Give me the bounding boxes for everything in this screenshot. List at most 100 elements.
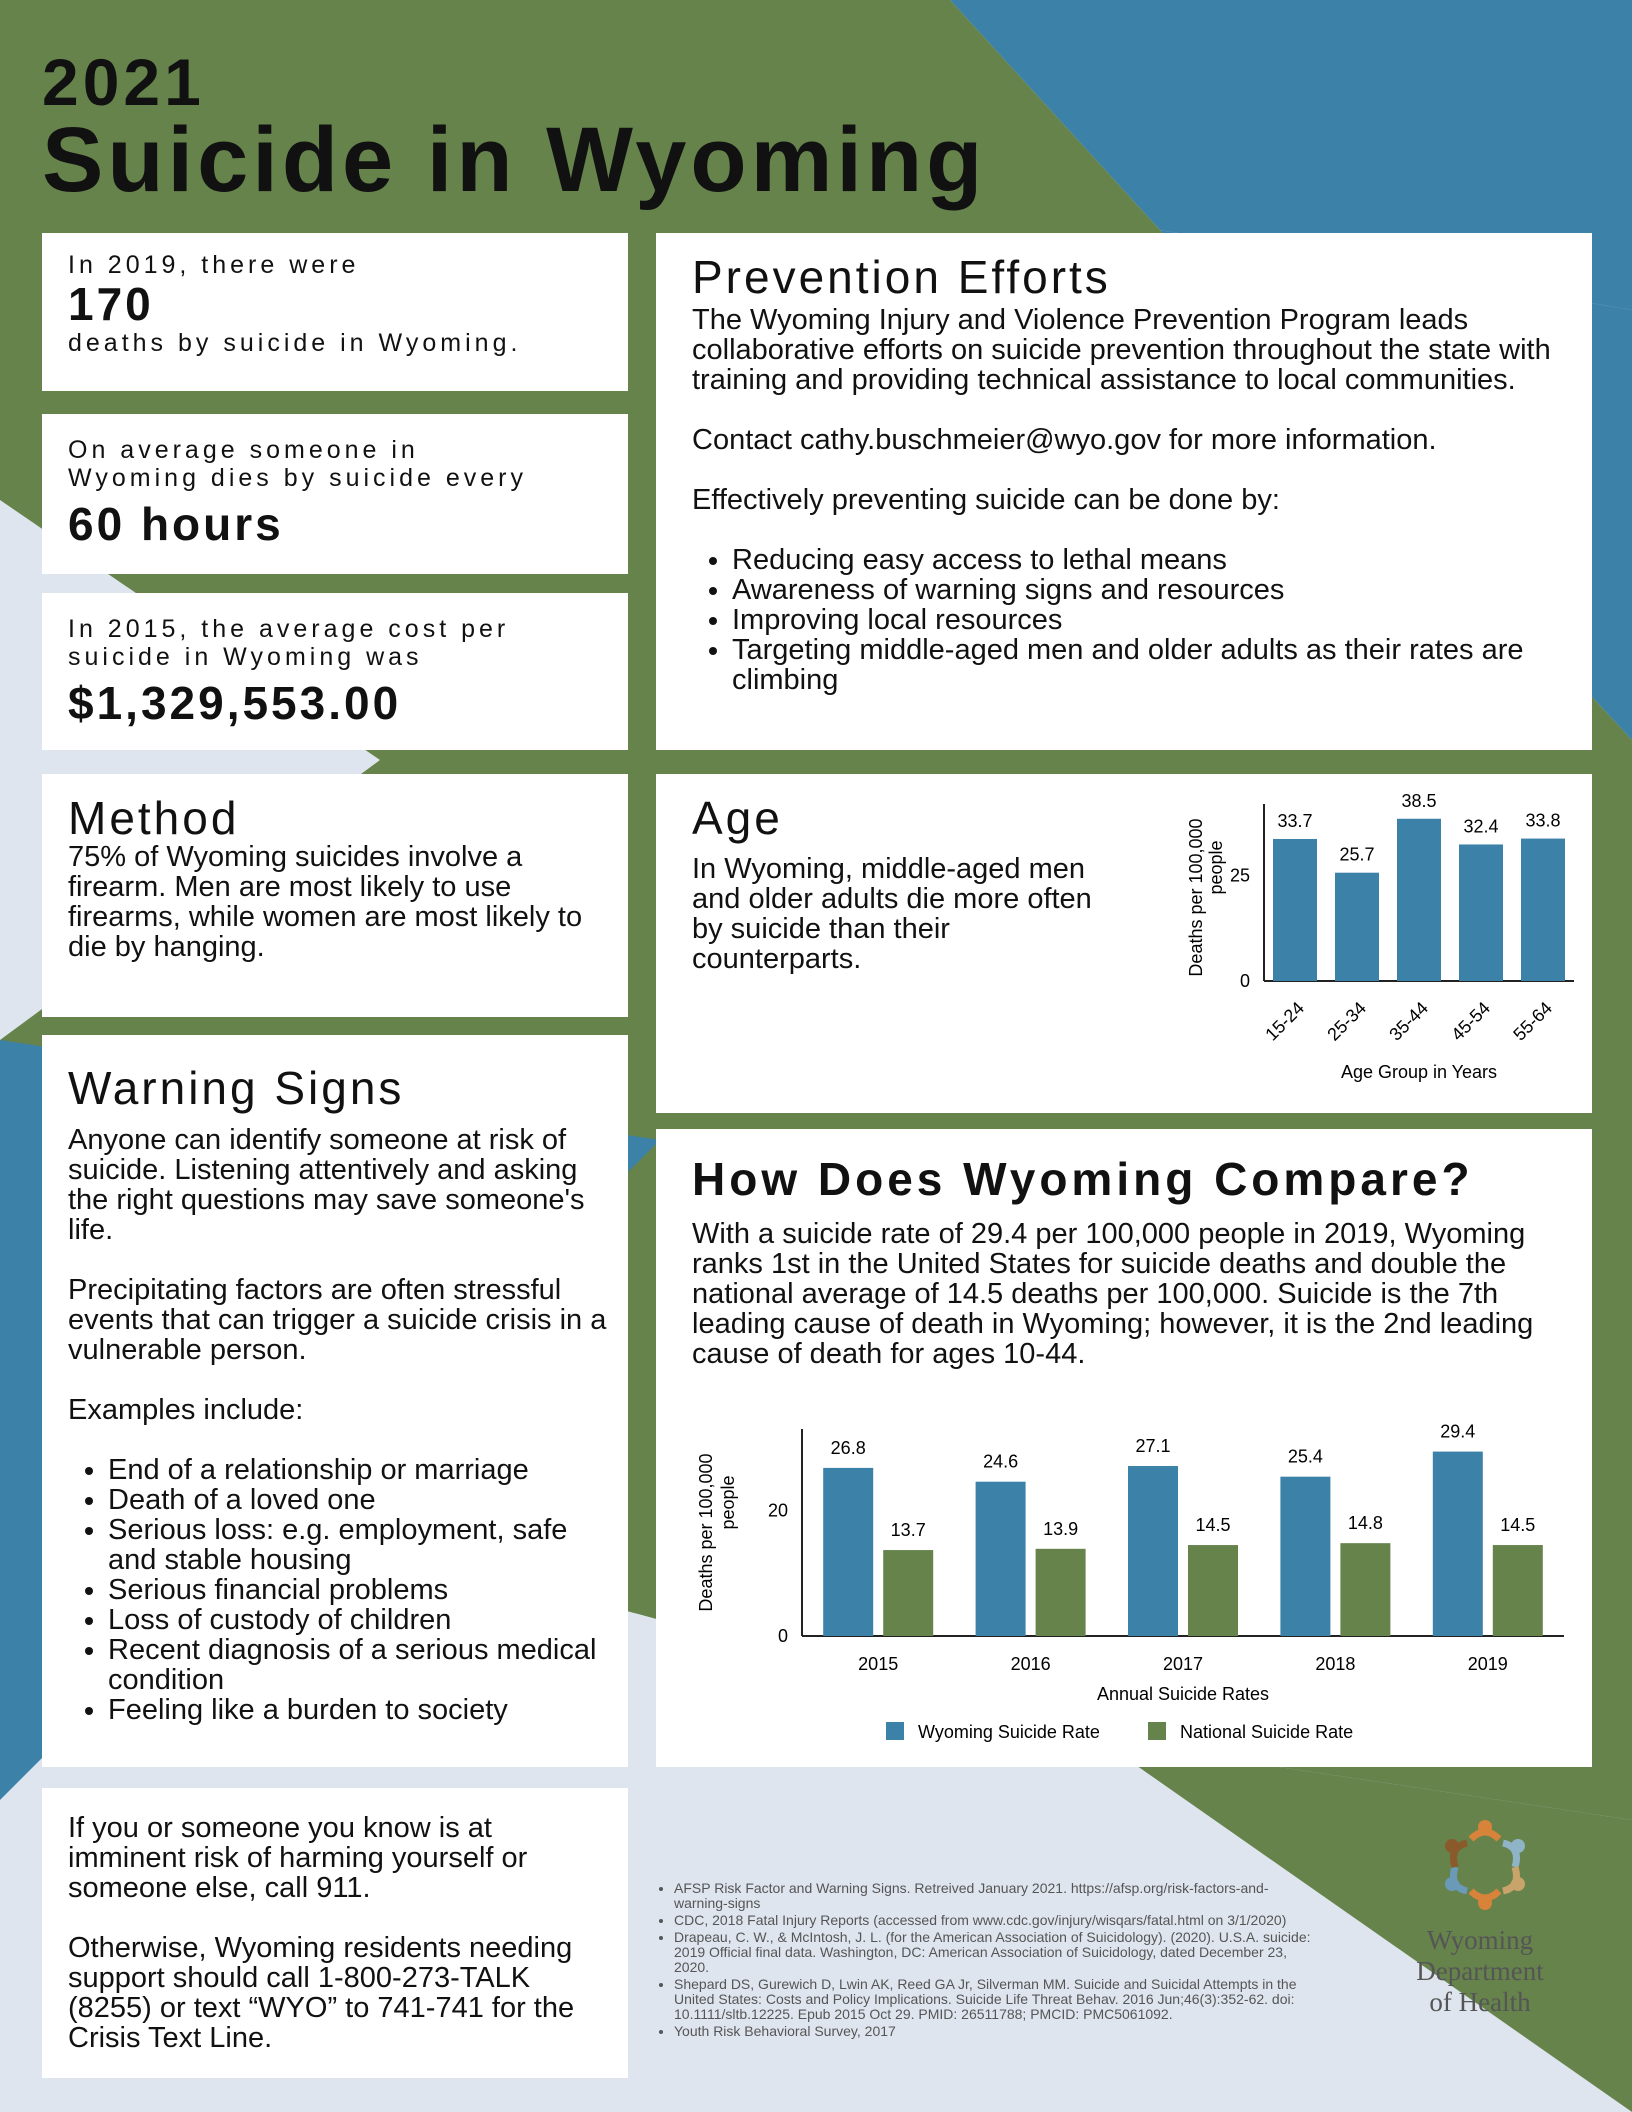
- data-label: 25.7: [1339, 845, 1374, 865]
- prevention-contact: Contact cathy.buschmeier@wyo.gov for mor…: [692, 424, 1437, 456]
- list-item: Loss of custody of children: [108, 1605, 608, 1635]
- bar-45-54: [1459, 844, 1503, 981]
- warning-lead: Examples include:: [68, 1394, 304, 1426]
- references-list: AFSP Risk Factor and Warning Signs. Retr…: [650, 1881, 1314, 2041]
- warning-card: Warning Signs Anyone can identify someon…: [42, 1035, 628, 1767]
- warning-p1: Anyone can identify someone at risk of s…: [68, 1124, 585, 1246]
- bar-55-64: [1521, 838, 1565, 981]
- reference-item: CDC, 2018 Fatal Injury Reports (accessed…: [674, 1913, 1314, 1928]
- prevention-card: Prevention Efforts The Wyoming Injury an…: [656, 233, 1592, 750]
- wdh-logo-icon: [1445, 1820, 1525, 1910]
- bar-2019-national: [1492, 1545, 1543, 1636]
- x-tick-label: 35-44: [1385, 998, 1432, 1045]
- list-item: Reducing easy access to lethal means: [732, 545, 1562, 575]
- stat-deaths-card: In 2019, there were 170 deaths by suicid…: [42, 233, 628, 391]
- legend-label: National Suicide Rate: [1180, 1722, 1353, 1742]
- stat-frequency-value: 60 hours: [68, 498, 284, 550]
- bar-15-24: [1273, 838, 1317, 981]
- age-chart: 0 25 33.7 15-24 25.7 25-34 38.5 35-44 32.4 45-54 3…: [1186, 791, 1574, 1082]
- bar-2017-wyoming: [1128, 1466, 1178, 1636]
- data-label: 27.1: [1135, 1436, 1170, 1456]
- prevention-list: Reducing easy access to lethal means Awa…: [692, 545, 1562, 695]
- list-item: Awareness of warning signs and resources: [732, 575, 1562, 605]
- bar-2016-wyoming: [975, 1481, 1026, 1636]
- stat-frequency-card: On average someone in Wyoming dies by su…: [42, 414, 628, 574]
- x-tick-label: 25-34: [1323, 998, 1370, 1045]
- stat-frequency-pre-2: Wyoming dies by suicide every: [68, 464, 527, 492]
- compare-chart: 0 20 26.8 13.7 2015 24.6 13.9 2016 27.1 14.5 2017 2…: [696, 1422, 1564, 1742]
- list-item: Improving local resources: [732, 605, 1562, 635]
- wdh-logo-text: Wyoming Department of Health: [1380, 1925, 1580, 2018]
- prevention-title: Prevention Efforts: [692, 251, 1111, 303]
- legend-swatch-national: [1148, 1722, 1166, 1740]
- y-tick-label: 0: [1240, 971, 1250, 991]
- legend-label: Wyoming Suicide Rate: [918, 1722, 1100, 1742]
- stat-cost-pre-2: suicide in Wyoming was: [68, 643, 423, 671]
- crisis-p1: If you or someone you know is at imminen…: [68, 1812, 528, 1904]
- data-label: 14.5: [1500, 1515, 1535, 1535]
- crisis-p2: Otherwise, Wyoming residents needing sup…: [68, 1932, 575, 2054]
- stat-frequency-pre-1: On average someone in: [68, 436, 419, 464]
- data-label: 24.6: [983, 1452, 1018, 1472]
- wdh-logo: Wyoming Department of Health: [1380, 1815, 1580, 2025]
- x-tick-label: 2016: [1011, 1654, 1051, 1674]
- x-tick-label: 55-64: [1509, 998, 1556, 1045]
- data-label: 14.8: [1348, 1513, 1383, 1533]
- y-axis-title-line-2: people: [1206, 840, 1226, 894]
- bar-2016-national: [1035, 1548, 1086, 1636]
- x-tick-label: 15-24: [1261, 998, 1308, 1045]
- compare-text: With a suicide rate of 29.4 per 100,000 …: [692, 1218, 1534, 1370]
- bar-35-44: [1397, 818, 1441, 981]
- x-tick-label: 2019: [1468, 1654, 1508, 1674]
- list-item: Recent diagnosis of a serious medical co…: [108, 1635, 608, 1695]
- reference-item: Drapeau, C. W., & McIntosh, J. L. (for t…: [674, 1930, 1314, 1975]
- x-tick-label: 2017: [1163, 1654, 1203, 1674]
- x-tick-label: 2018: [1315, 1654, 1355, 1674]
- list-item: End of a relationship or marriage: [108, 1455, 608, 1485]
- bar-2015-national: [883, 1550, 934, 1636]
- stat-deaths-value: 170: [68, 278, 154, 330]
- data-label: 13.7: [891, 1520, 926, 1540]
- stat-deaths-post: deaths by suicide in Wyoming.: [68, 329, 522, 357]
- y-axis-title-line-1: Deaths per 100,000: [696, 1453, 716, 1611]
- bar-2015-wyoming: [823, 1467, 874, 1636]
- data-label: 25.4: [1288, 1447, 1323, 1467]
- bar-25-34: [1335, 872, 1379, 981]
- crisis-card: If you or someone you know is at imminen…: [42, 1788, 628, 2078]
- method-text: 75% of Wyoming suicides involve a firear…: [68, 841, 583, 963]
- y-axis-title-line-1: Deaths per 100,000: [1186, 818, 1206, 976]
- method-title: Method: [68, 792, 240, 844]
- data-label: 32.4: [1463, 816, 1498, 836]
- reference-item: Shepard DS, Gurewich D, Lwin AK, Reed GA…: [674, 1977, 1314, 2022]
- logo-line-3: of Health: [1429, 1987, 1531, 2017]
- data-label: 33.8: [1525, 811, 1560, 831]
- stat-deaths-pre: In 2019, there were: [68, 251, 360, 279]
- bar-2017-national: [1188, 1545, 1238, 1636]
- x-tick-label: 45-54: [1447, 998, 1494, 1045]
- data-label: 14.5: [1195, 1515, 1230, 1535]
- list-item: Feeling like a burden to society: [108, 1695, 608, 1725]
- reference-item: Youth Risk Behavioral Survey, 2017: [674, 2024, 1314, 2039]
- stat-cost-value: $1,329,553.00: [68, 677, 402, 729]
- compare-card: How Does Wyoming Compare? With a suicide…: [656, 1129, 1592, 1767]
- warning-list: End of a relationship or marriage Death …: [68, 1455, 608, 1725]
- bar-2019-wyoming: [1432, 1451, 1483, 1636]
- x-axis-title: Annual Suicide Rates: [1097, 1684, 1269, 1704]
- age-title: Age: [692, 792, 783, 844]
- data-label: 13.9: [1043, 1519, 1078, 1539]
- y-tick-label: 25: [1230, 866, 1250, 886]
- data-label: 29.4: [1440, 1422, 1475, 1442]
- bar-2018-national: [1340, 1543, 1391, 1636]
- warning-title: Warning Signs: [68, 1062, 405, 1114]
- y-tick-label: 20: [768, 1501, 788, 1521]
- y-axis-title-line-2: people: [718, 1475, 738, 1529]
- y-tick-label: 0: [778, 1626, 788, 1646]
- age-card: Age In Wyoming, middle-aged men and olde…: [656, 774, 1592, 1113]
- title-year: 2021: [42, 45, 205, 119]
- list-item: Serious loss: e.g. employment, safe and …: [108, 1515, 608, 1575]
- list-item: Targeting middle-aged men and older adul…: [732, 635, 1562, 695]
- compare-title: How Does Wyoming Compare?: [692, 1153, 1474, 1205]
- x-axis-title: Age Group in Years: [1341, 1062, 1497, 1082]
- data-label: 33.7: [1277, 811, 1312, 831]
- data-label: 38.5: [1401, 791, 1436, 811]
